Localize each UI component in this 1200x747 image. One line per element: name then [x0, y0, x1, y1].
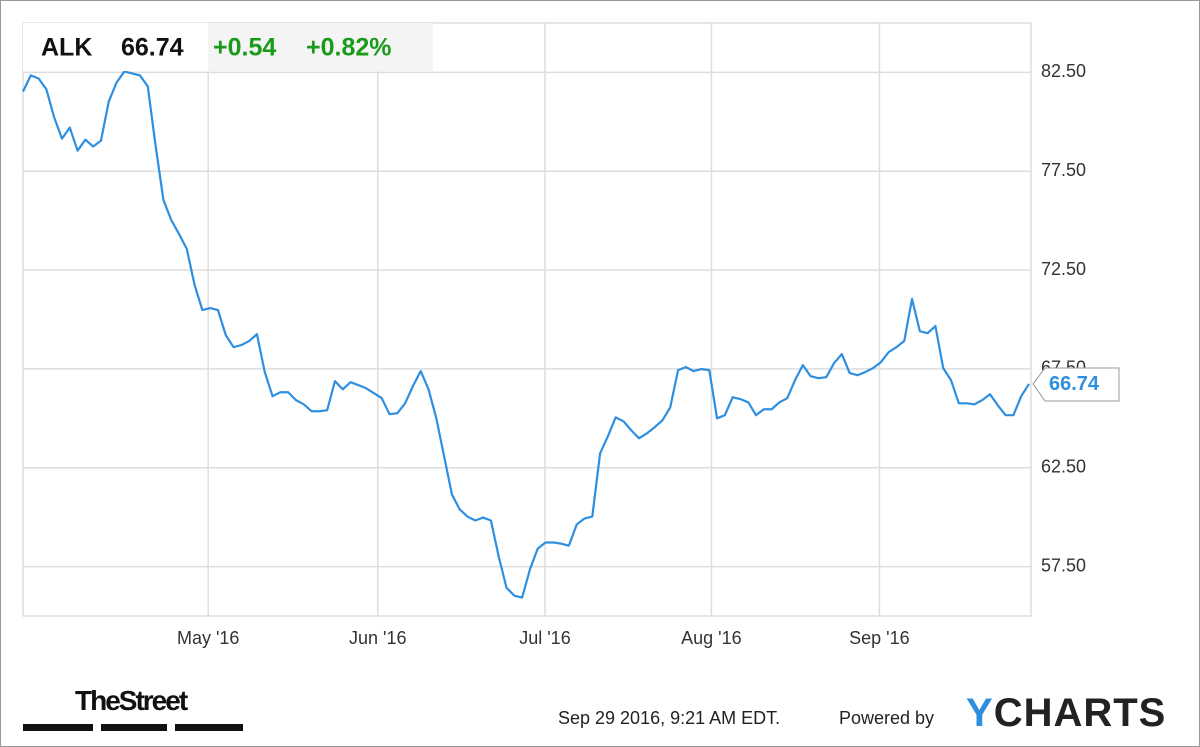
x-tick-label: Sep '16 — [849, 628, 910, 648]
header-change-box — [208, 23, 433, 71]
last-value-label: 66.74 — [1049, 373, 1100, 395]
source-logo: TheStreet — [75, 685, 188, 716]
x-tick-label: May '16 — [177, 628, 239, 648]
x-tick-label: Jun '16 — [349, 628, 406, 648]
logo-bar — [175, 724, 243, 731]
y-tick-label: 77.50 — [1041, 160, 1086, 180]
x-tick-label: Jul '16 — [519, 628, 570, 648]
last-value-callout — [1032, 367, 1120, 402]
change: +0.54 — [213, 34, 276, 62]
y-tick-label: 72.50 — [1041, 259, 1086, 279]
powered-by: Powered by — [839, 708, 935, 728]
change-percent: +0.82% — [306, 34, 392, 62]
y-tick-label: 82.50 — [1041, 61, 1086, 81]
header-box — [23, 23, 208, 71]
plot-area — [22, 22, 1032, 617]
y-tick-label: 57.50 — [1041, 555, 1086, 575]
logo-bar — [23, 724, 93, 731]
symbol: ALK — [41, 34, 92, 62]
logo-bar — [101, 724, 167, 731]
brand-logo: YCHARTS — [966, 691, 1167, 735]
price: 66.74 — [121, 34, 184, 62]
price-line — [22, 70, 1030, 599]
x-tick-label: Aug '16 — [681, 628, 742, 648]
y-tick-label: 62.50 — [1041, 457, 1086, 477]
timestamp: Sep 29 2016, 9:21 AM EDT. — [558, 708, 781, 728]
